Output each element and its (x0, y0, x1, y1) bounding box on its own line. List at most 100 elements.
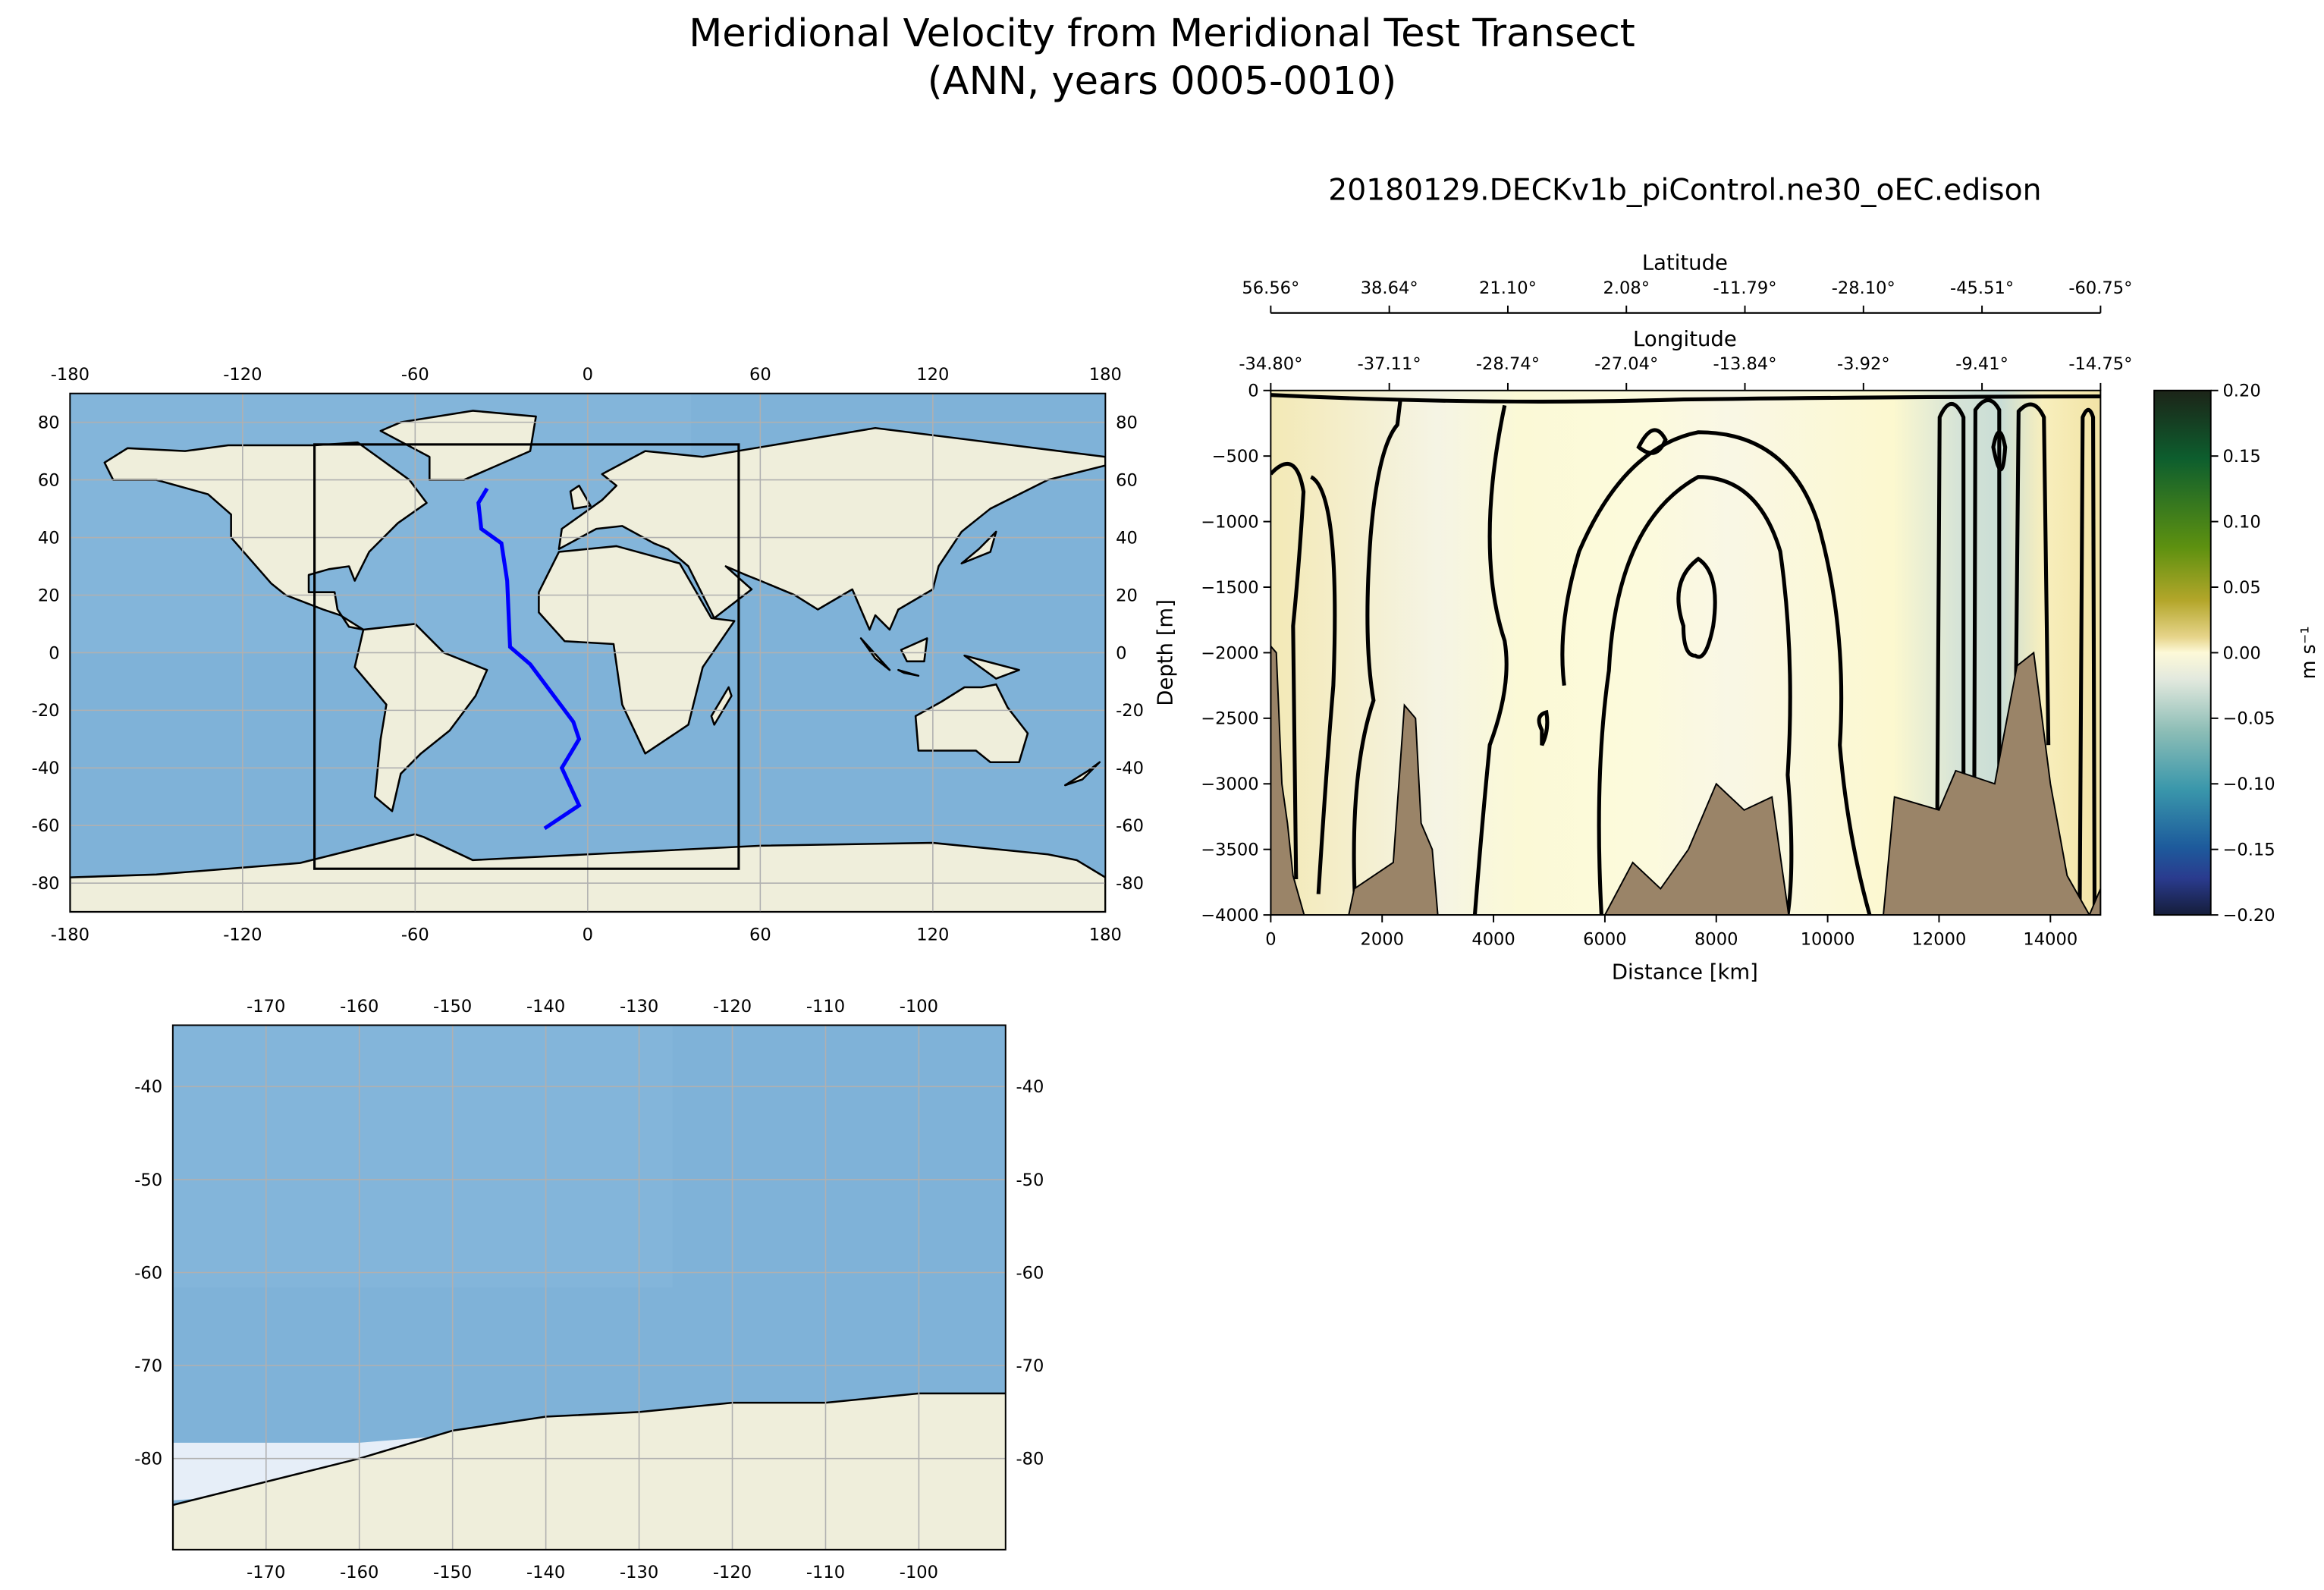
x-tick-label-top: -100 (900, 997, 938, 1017)
map-content (70, 393, 1106, 913)
y-tick-label-left: -70 (134, 1356, 162, 1376)
latitude-tick-label: 38.64° (1361, 278, 1418, 298)
y-tick-label-right: 60 (1116, 470, 1138, 490)
x-tick-label-bottom: -100 (900, 1563, 938, 1582)
y-tick-label-left: -60 (134, 1263, 162, 1283)
latitude-tick-label: 21.10° (1479, 278, 1537, 298)
colorbar (2153, 389, 2212, 916)
x-tick-label-bottom: -150 (433, 1563, 472, 1582)
y-tick-label: 0 (1248, 382, 1258, 401)
map-frame (171, 1024, 1007, 1551)
section-title: 20180129.DECKv1b_piControl.ne30_oEC.edis… (1328, 173, 2041, 207)
colorbar-tick-label: 0.10 (2222, 512, 2260, 532)
colorbar-tick-label: 0.15 (2222, 447, 2260, 467)
y-tick-label-left: 20 (38, 586, 60, 605)
colorbar-tick-label: −0.20 (2222, 906, 2275, 925)
y-tick-label-left: 40 (38, 528, 60, 548)
latitude-tick-label: -28.10° (1832, 278, 1895, 298)
y-tick-label-right: -70 (1016, 1356, 1044, 1376)
y-tick-label-right: 20 (1116, 586, 1138, 605)
ocean-shading (172, 1025, 673, 1288)
x-tick-label: 12000 (1912, 929, 1967, 949)
latitude-axis-label: Latitude (1642, 251, 1728, 275)
x-tick-label-bottom: -130 (620, 1563, 658, 1582)
y-tick-label-right: -40 (1016, 1077, 1044, 1097)
longitude-tick-label: -27.04° (1594, 354, 1658, 374)
y-tick-label: −3000 (1201, 775, 1258, 794)
global-map: -180 -180 -120 -120 -60 -60 0 0 60 60 120 120 180 180… (32, 365, 1144, 945)
land (557, 426, 1106, 631)
x-tick-label-bottom: -110 (806, 1563, 845, 1582)
x-tick-label-bottom: -180 (51, 925, 90, 944)
figure-title-line2: (ANN, years 0005-0010) (928, 59, 1397, 104)
latitude-tick-label: -45.51° (1950, 278, 2014, 298)
y-tick-label-right: -20 (1116, 701, 1144, 721)
x-tick-label-top: 0 (583, 365, 593, 385)
longitude-tick-label: -9.41° (1955, 354, 2008, 374)
x-tick-label-bottom: 120 (916, 925, 949, 944)
bathymetry-fill (1270, 645, 2101, 916)
y-tick-label-right: -80 (1116, 874, 1144, 894)
y-tick-label: −500 (1212, 447, 1259, 467)
transect-line (476, 487, 582, 831)
colorbar-tick-label: 0.05 (2222, 578, 2260, 598)
y-tick-label-right: -50 (1016, 1171, 1044, 1190)
y-tick-label-right: 0 (1116, 643, 1126, 663)
y-tick-label-right: 40 (1116, 528, 1138, 548)
latitude-tick-label: 2.08° (1603, 278, 1650, 298)
x-tick-label: 0 (1265, 929, 1276, 949)
regional-map: -170 -170 -160 -160 -150 -150 -140 -140 -130 -130… (134, 997, 1044, 1582)
longitude-tick-label: -13.84° (1713, 354, 1776, 374)
y-tick-label-right: -60 (1016, 1263, 1044, 1283)
y-tick-label-left: -80 (32, 874, 60, 894)
y-tick-label-left: 0 (49, 643, 59, 663)
longitude-tick-label: -28.74° (1476, 354, 1540, 374)
y-tick-label: −1500 (1201, 578, 1258, 598)
map-content (172, 1025, 1006, 1550)
y-tick-label-right: -80 (1016, 1450, 1044, 1469)
colorbar-tick-label: −0.05 (2222, 709, 2275, 729)
y-tick-label-left: -50 (134, 1171, 162, 1190)
x-tick-label-top: -120 (713, 997, 752, 1017)
x-tick-label-top: -120 (223, 365, 262, 385)
x-tick-label-top: 120 (916, 365, 949, 385)
y-tick-label: −4000 (1201, 906, 1258, 925)
x-tick-label-top: -170 (247, 997, 285, 1017)
x-tick-label: 4000 (1471, 929, 1515, 949)
colorbar-tick-label: −0.10 (2222, 775, 2275, 794)
x-tick-label-top: -140 (526, 997, 565, 1017)
y-tick-label-left: -80 (134, 1450, 162, 1469)
y-axis-label: Depth [m] (1154, 599, 1178, 706)
x-tick-label: 8000 (1694, 929, 1738, 949)
x-tick-label-top: -180 (51, 365, 90, 385)
x-tick-label-bottom: -160 (340, 1563, 378, 1582)
x-axis-label: Distance [km] (1612, 960, 1758, 985)
x-tick-label: 14000 (2023, 929, 2077, 949)
latitude-tick-label: 56.56° (1242, 278, 1299, 298)
longitude-tick-label: -37.11° (1358, 354, 1421, 374)
x-tick-label-top: 60 (749, 365, 771, 385)
region-box (313, 443, 740, 870)
x-tick-label-bottom: 0 (583, 925, 593, 944)
y-tick-label: −3500 (1201, 841, 1258, 860)
y-tick-label-left: -20 (32, 701, 60, 721)
x-tick-label-bottom: -140 (526, 1563, 565, 1582)
y-tick-label-right: 80 (1116, 413, 1138, 433)
y-tick-label: −2000 (1201, 643, 1258, 663)
land (569, 484, 592, 510)
land (1064, 761, 1101, 787)
x-tick-label-top: 180 (1089, 365, 1122, 385)
x-tick-label-top: -130 (620, 997, 658, 1017)
x-tick-label-bottom: 60 (749, 925, 771, 944)
x-tick-label-bottom: -170 (247, 1563, 285, 1582)
x-tick-label-bottom: -120 (713, 1563, 752, 1582)
land (172, 1392, 1006, 1550)
longitude-axis-label: Longitude (1633, 327, 1737, 351)
land (710, 686, 733, 726)
x-tick-label: 10000 (1801, 929, 1855, 949)
land (859, 637, 891, 671)
x-tick-label-bottom: 180 (1089, 925, 1122, 944)
y-tick-label-right: -40 (1116, 759, 1144, 778)
x-tick-label-top: -110 (806, 997, 845, 1017)
longitude-tick-label: -34.80° (1239, 354, 1302, 374)
